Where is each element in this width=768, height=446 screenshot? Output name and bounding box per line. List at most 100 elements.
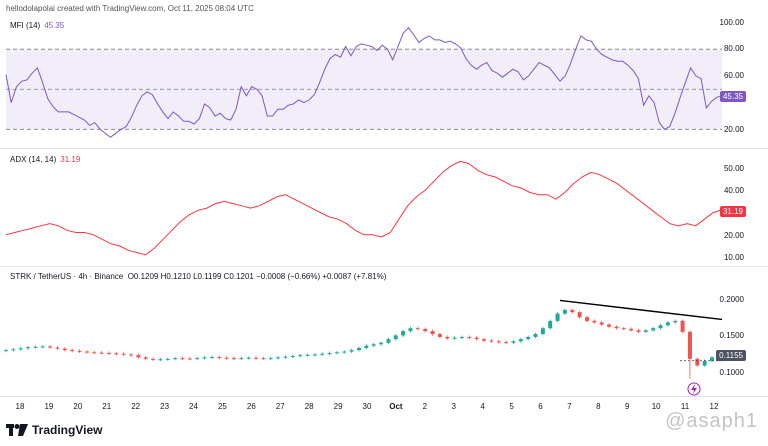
price-tick: 0.2000: [719, 295, 744, 304]
x-axis-tick: 29: [333, 402, 343, 411]
candle-body: [533, 334, 538, 337]
candle-body: [195, 358, 200, 360]
candle-body: [474, 337, 479, 340]
x-axis-tick: 24: [189, 402, 198, 411]
candle-body: [540, 328, 545, 335]
mfi-tick: 20.00: [723, 125, 744, 134]
x-axis-tick: 9: [625, 402, 630, 411]
candle-body: [26, 347, 31, 349]
adx-label: ADX (14, 14): [10, 155, 57, 164]
candle-body: [254, 357, 259, 359]
x-axis-tick: 11: [680, 402, 690, 411]
x-axis-tick: 30: [362, 402, 372, 411]
adx-tick: 10.00: [723, 253, 744, 262]
candle-body: [334, 352, 339, 354]
candle-body: [614, 326, 619, 329]
candle-body: [11, 349, 16, 351]
candle-body: [136, 355, 141, 358]
candle-body: [643, 330, 648, 332]
chart-attribution: hellodolapolai created with TradingView.…: [6, 4, 254, 13]
mfi-tick: 100.00: [719, 18, 744, 27]
x-axis-tick: 28: [304, 402, 314, 411]
resistance-trendline: [559, 299, 723, 321]
candle-body: [187, 358, 192, 360]
candle-body: [48, 346, 53, 348]
candle-body: [106, 353, 111, 355]
adx-value: 31.19: [60, 155, 81, 164]
candle-body: [3, 350, 9, 352]
pane-separator-2[interactable]: [0, 266, 768, 267]
candle-body: [92, 352, 97, 354]
tradingview-logo[interactable]: TradingView: [6, 423, 102, 437]
candle-body: [209, 357, 214, 359]
candle-body: [158, 359, 163, 361]
candle-body: [298, 355, 303, 357]
candle-body: [408, 328, 413, 332]
ohlc-values: O0.1209 H0.1210 L0.1199 C0.1201 −0.0008 …: [127, 272, 387, 281]
x-axis-tick: Oct: [389, 402, 403, 411]
x-axis-tick: 7: [567, 402, 572, 411]
candle-body: [84, 351, 89, 353]
candle-body: [114, 353, 119, 355]
lightning-bolt-icon: [691, 384, 697, 394]
x-axis-tick: 3: [451, 402, 456, 411]
candle-body: [231, 358, 236, 360]
candle-body: [386, 339, 391, 343]
candle-body: [629, 328, 634, 331]
candle-body: [415, 328, 420, 330]
x-axis-tick: 8: [596, 402, 601, 411]
candle-body: [261, 358, 266, 360]
tradingview-mark-icon: [6, 424, 28, 436]
candle-body: [33, 346, 38, 348]
candle-body: [599, 322, 604, 325]
adx-pane-label[interactable]: ADX (14, 14) 31.19: [10, 155, 80, 164]
candle-body: [489, 340, 494, 342]
candle-body: [276, 357, 281, 359]
candle-body: [349, 350, 354, 352]
x-axis-tick: 27: [275, 402, 285, 411]
candle-body: [482, 339, 487, 341]
candle-body: [320, 353, 325, 355]
candle-body: [673, 320, 678, 323]
symbol-legend[interactable]: STRK / TetherUS · 4h · Binance O0.1209 H…: [10, 272, 386, 281]
adx-line: [5, 160, 723, 256]
candle-body: [607, 324, 612, 327]
adx-tick: 40.00: [723, 186, 744, 195]
candle-body: [312, 354, 317, 356]
candle-body: [180, 358, 185, 360]
candle-body: [651, 328, 656, 331]
candle-body: [437, 334, 442, 337]
candle-body: [173, 358, 178, 360]
candle-body: [342, 351, 347, 353]
candle-body: [393, 335, 398, 340]
candle-body: [518, 339, 523, 342]
x-axis-tick: 2: [422, 402, 428, 411]
candle-body: [658, 325, 663, 329]
candle-body: [680, 320, 685, 332]
x-axis-tick: 21: [102, 402, 112, 411]
candle-body: [356, 347, 362, 351]
candle-body: [268, 358, 273, 360]
candle-body: [246, 357, 251, 359]
price-tick: 0.1500: [719, 331, 744, 340]
mfi-value: 45.35: [44, 21, 65, 30]
x-axis-tick: 19: [44, 402, 54, 411]
candle-body: [584, 317, 589, 321]
candle-body: [202, 357, 207, 359]
candle-body: [290, 355, 295, 357]
candle-body: [129, 354, 134, 356]
candle-body: [562, 309, 567, 314]
candle-body: [511, 341, 516, 343]
candle-body: [143, 357, 148, 359]
mfi-pane-label[interactable]: MFI (14) 45.35: [10, 21, 64, 30]
mfi-value-tag: 45.35: [719, 91, 746, 102]
x-axis-tick: 6: [538, 402, 543, 411]
pane-separator-1[interactable]: [0, 148, 768, 149]
x-axis-tick: 23: [160, 402, 170, 411]
symbol-label: STRK / TetherUS · 4h · Binance: [10, 272, 124, 281]
candle-body: [467, 336, 472, 338]
candle-body: [239, 358, 244, 360]
candle-body: [445, 336, 450, 339]
candle-body: [526, 336, 531, 340]
